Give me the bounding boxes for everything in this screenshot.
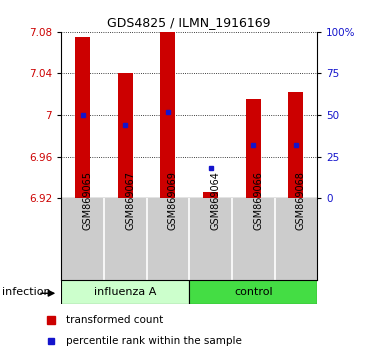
Bar — [203, 192, 218, 198]
Text: infection: infection — [2, 287, 50, 297]
Bar — [118, 73, 133, 198]
Text: transformed count: transformed count — [66, 315, 163, 325]
Text: GSM869064: GSM869064 — [210, 171, 220, 230]
Bar — [160, 32, 175, 198]
Text: GSM869065: GSM869065 — [82, 171, 92, 230]
Bar — [246, 99, 261, 198]
Text: percentile rank within the sample: percentile rank within the sample — [66, 336, 242, 346]
Text: control: control — [234, 287, 273, 297]
Title: GDS4825 / ILMN_1916169: GDS4825 / ILMN_1916169 — [108, 16, 271, 29]
Text: GSM869068: GSM869068 — [296, 171, 306, 230]
Text: GSM869066: GSM869066 — [253, 171, 263, 230]
Bar — [75, 37, 90, 198]
Text: influenza A: influenza A — [94, 287, 157, 297]
FancyBboxPatch shape — [61, 280, 189, 304]
Text: GSM869067: GSM869067 — [125, 171, 135, 230]
Bar — [288, 92, 303, 198]
FancyBboxPatch shape — [189, 280, 317, 304]
Text: GSM869069: GSM869069 — [168, 171, 178, 230]
